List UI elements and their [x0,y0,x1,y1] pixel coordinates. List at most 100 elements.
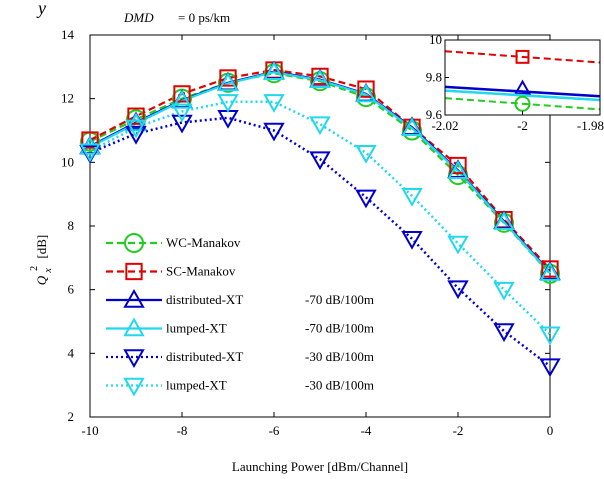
x-tick-label: -6 [269,423,280,438]
legend-label-0: WC-Manakov [166,235,241,250]
series-3-point [171,89,193,109]
legend-marker-0 [124,233,144,253]
y-tick-label: 14 [61,27,75,42]
series-0-point [402,120,422,141]
series-5-point [309,116,331,136]
inset-x-tick-label: -1.98 [577,118,604,133]
series-3-point [447,160,469,179]
inset-line-2 [444,89,601,102]
series-5-point [217,94,239,113]
series-1-point [173,85,191,103]
series-3-point [539,262,561,281]
legend-extra-2: -70 dB/100m [305,292,374,307]
series-line-3 [89,71,551,274]
header-dmd-label: DMD [123,10,154,25]
y-axis-label: Q x 2 [dB] [25,235,54,285]
legend-marker-1 [125,262,143,281]
y-tick-label: 4 [68,345,75,360]
y-tick-label: 2 [68,409,75,424]
inset-line-0 [444,50,601,64]
series-5-point [125,119,147,139]
legend-label-2: distributed-XT [166,292,243,307]
series-3-point [217,72,239,92]
inset: -2.02 -2 -1.98 9.6 9.8 10 [426,32,604,133]
x-tick-label: -8 [177,423,188,438]
inset-marker-0 [515,49,530,64]
legend-extra-4: -30 dB/100m [305,349,374,364]
inset-y-tick-label: 10 [429,32,442,47]
inset-marker-1 [513,79,532,95]
inset-y-tick-label: 9.6 [426,107,443,122]
legend-extra-3: -70 dB/100m [305,321,374,336]
inset-border [444,39,601,116]
series-4-point [125,125,147,145]
inset-x-tick-label: -2 [517,118,528,133]
legend-extra-5: -30 dB/100m [305,378,374,393]
series-4-point [263,122,285,142]
series-lines [89,68,551,368]
legend-label-1: SC-Manakov [166,264,236,279]
y-label-sup: 2 [29,266,40,271]
series-line-4 [89,116,551,368]
legend-marker-2 [123,288,145,308]
x-tick-label: -2 [453,423,464,438]
y-label-main: Q [34,275,49,285]
series-3-point [309,69,331,88]
series-5-point [493,281,515,301]
x-tick-label: -10 [81,423,98,438]
series-5-point [447,235,469,255]
series-3-point [263,61,285,80]
legend: WC-Manakov SC-Manakov distributed-XT -70 dB… [106,233,374,397]
legend-marker-5 [123,377,145,397]
y-tick-label: 8 [68,218,75,233]
legend-marker-3 [123,317,145,337]
series-5-point [539,326,561,346]
series-3-point [355,83,377,103]
series-5-point [171,103,193,123]
series-4-point [217,110,239,129]
series-1-point [449,156,467,175]
x-axis-label: Launching Power [dBm/Channel] [232,459,408,474]
legend-label-3: lumped-XT [166,321,227,336]
series-1-point [127,107,145,125]
series-0-point [356,87,376,108]
legend-label-5: lumped-XT [166,378,227,393]
series-3-point [493,211,515,230]
series-5-point [79,143,101,163]
series-5-point [401,188,423,207]
series-4-point [401,230,423,250]
series-3-point [125,112,147,132]
series-markers [79,60,561,378]
inset-line-3 [444,97,601,111]
series-4-point [355,189,377,209]
svg-text:Q x 2 [dB]: Q x 2 [dB] [25,235,54,285]
series-4-point [539,358,561,378]
axis-ticks: -10 -8 -6 -4 -2 0 2 4 6 8 10 12 14 [61,27,553,438]
series-line-1 [89,68,551,270]
y-label-unit: [dB] [34,235,49,259]
y-label-sub: x [43,268,54,274]
x-tick-label: -4 [361,423,372,438]
series-5-point [355,145,377,164]
series-3-point [401,117,423,137]
series-4-point [447,280,469,300]
x-tick-label: 0 [547,423,554,438]
header-dmd-value: = 0 ps/km [178,10,230,25]
inset-y-tick-label: 9.8 [426,70,442,85]
series-4-point [493,323,515,343]
header-prefix: y [36,0,46,18]
series-4-point [171,114,193,134]
y-tick-label: 6 [68,282,75,297]
y-tick-label: 10 [61,154,74,169]
legend-marker-4 [123,349,145,369]
inset-marker-3 [514,95,531,112]
inset-x-tick-label: -2.02 [431,118,458,133]
series-1-point [357,80,375,98]
legend-label-4: distributed-XT [166,349,243,364]
series-1-point [219,69,237,87]
y-tick-label: 12 [61,91,74,106]
inset-line-1 [444,85,601,98]
series-4-point [309,151,331,171]
series-5-point [263,94,285,113]
